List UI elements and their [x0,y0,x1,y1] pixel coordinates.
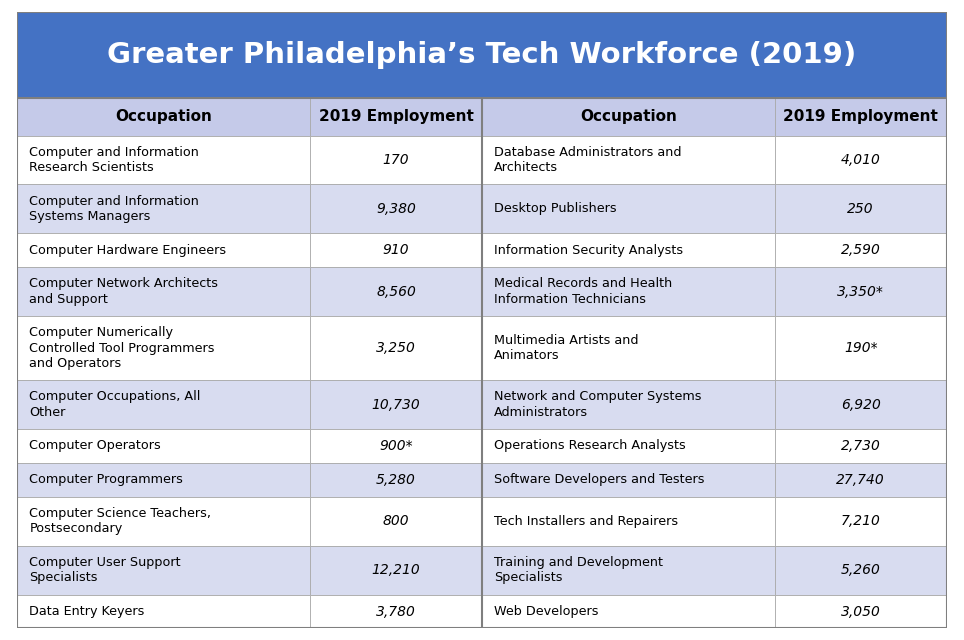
Text: 170: 170 [383,153,410,167]
Bar [482,546,775,595]
Text: 3,780: 3,780 [376,605,416,618]
Text: Occupation: Occupation [580,109,677,124]
Bar [17,98,310,136]
Bar [17,429,310,463]
Bar [482,98,775,136]
Bar [310,546,482,595]
Bar [310,184,482,234]
Text: 800: 800 [383,514,410,528]
Text: 7,210: 7,210 [841,514,881,528]
Text: Training and Development
Specialists: Training and Development Specialists [495,556,663,584]
Bar [775,136,947,184]
Bar [17,380,310,429]
Text: 910: 910 [383,243,410,257]
Bar [17,234,310,268]
Text: 3,350*: 3,350* [838,285,884,299]
Text: Medical Records and Health
Information Technicians: Medical Records and Health Information T… [495,278,672,306]
Text: Operations Research Analysts: Operations Research Analysts [495,440,685,452]
Bar [482,136,775,184]
Bar [775,234,947,268]
Bar [775,380,947,429]
Bar [310,268,482,316]
Text: Computer Programmers: Computer Programmers [30,474,183,486]
Text: Database Administrators and
Architects: Database Administrators and Architects [495,146,682,174]
Bar [482,595,775,628]
Text: 10,730: 10,730 [372,397,420,412]
Text: Software Developers and Testers: Software Developers and Testers [495,474,705,486]
Bar [482,184,775,234]
Bar [17,463,310,497]
Text: 6,920: 6,920 [841,397,881,412]
Text: Network and Computer Systems
Administrators: Network and Computer Systems Administrat… [495,390,702,419]
Text: 8,560: 8,560 [376,285,416,299]
Text: Computer User Support
Specialists: Computer User Support Specialists [30,556,181,584]
FancyBboxPatch shape [17,12,947,98]
Text: Computer Occupations, All
Other: Computer Occupations, All Other [30,390,201,419]
Text: Occupation: Occupation [116,109,212,124]
Text: 3,250: 3,250 [376,341,416,355]
Text: Computer and Information
Systems Managers: Computer and Information Systems Manager… [30,195,200,223]
Bar [310,595,482,628]
Text: Tech Installers and Repairers: Tech Installers and Repairers [495,515,679,528]
Bar [17,595,310,628]
Text: 27,740: 27,740 [837,473,885,487]
Text: Data Entry Keyers: Data Entry Keyers [30,605,145,618]
Bar [482,380,775,429]
Bar [482,316,775,380]
Text: Computer and Information
Research Scientists: Computer and Information Research Scient… [30,146,200,174]
Text: 900*: 900* [379,439,413,453]
Bar [775,98,947,136]
Text: Desktop Publishers: Desktop Publishers [495,202,617,216]
Bar [310,429,482,463]
Text: 3,050: 3,050 [841,605,881,618]
Bar [310,463,482,497]
Text: 12,210: 12,210 [372,563,420,577]
Bar [17,546,310,595]
Text: 190*: 190* [844,341,877,355]
Text: Web Developers: Web Developers [495,605,599,618]
Bar [310,234,482,268]
Text: 9,380: 9,380 [376,202,416,216]
Bar [482,463,775,497]
Bar [17,316,310,380]
Text: Computer Science Teachers,
Postsecondary: Computer Science Teachers, Postsecondary [30,507,211,536]
Bar [775,316,947,380]
Bar [310,136,482,184]
Bar [775,184,947,234]
Text: 4,010: 4,010 [841,153,881,167]
Bar [482,268,775,316]
Bar [17,136,310,184]
Bar [775,497,947,546]
Text: Computer Operators: Computer Operators [30,440,161,452]
Text: Computer Hardware Engineers: Computer Hardware Engineers [30,244,227,257]
Text: 2019 Employment: 2019 Employment [784,109,938,124]
Text: 2,730: 2,730 [841,439,881,453]
Bar [310,316,482,380]
Bar [17,268,310,316]
Text: Greater Philadelphia’s Tech Workforce (2019): Greater Philadelphia’s Tech Workforce (2… [107,41,857,68]
Bar [482,234,775,268]
Text: 2019 Employment: 2019 Employment [319,109,473,124]
Text: 5,280: 5,280 [376,473,416,487]
Bar [310,380,482,429]
Text: 250: 250 [847,202,874,216]
Bar [17,497,310,546]
Bar [310,497,482,546]
Text: Computer Network Architects
and Support: Computer Network Architects and Support [30,278,219,306]
Bar [775,595,947,628]
Bar [775,429,947,463]
Bar [310,98,482,136]
Text: 2,590: 2,590 [841,243,881,257]
Bar [482,497,775,546]
Text: Information Security Analysts: Information Security Analysts [495,244,683,257]
Bar [17,184,310,234]
Bar [775,546,947,595]
Text: 5,260: 5,260 [841,563,881,577]
Text: Multimedia Artists and
Animators: Multimedia Artists and Animators [495,334,638,362]
Text: Computer Numerically
Controlled Tool Programmers
and Operators: Computer Numerically Controlled Tool Pro… [30,326,215,370]
Bar [775,268,947,316]
Bar [482,429,775,463]
Bar [775,463,947,497]
